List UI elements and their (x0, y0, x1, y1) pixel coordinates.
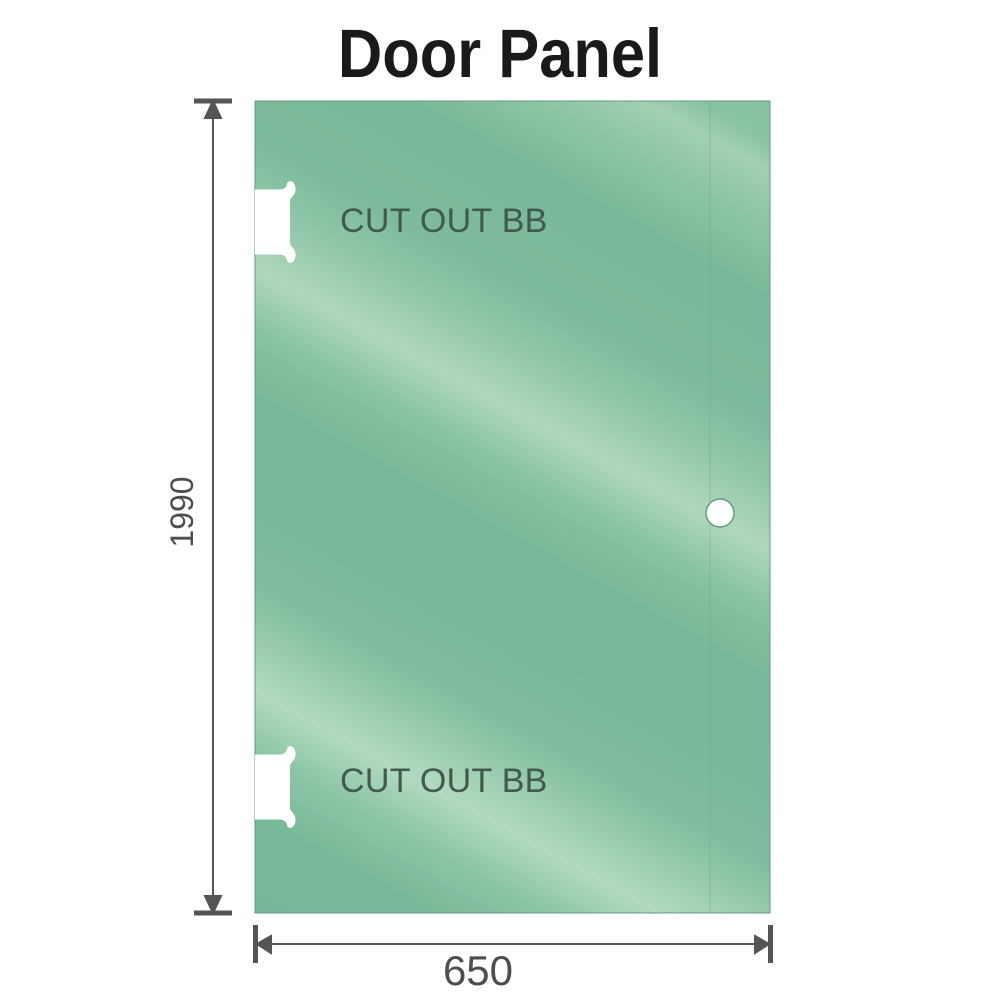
svg-text:CUT OUT BB: CUT OUT BB (340, 202, 548, 240)
svg-text:650: 650 (443, 947, 513, 994)
svg-text:CUT OUT BB: CUT OUT BB (340, 762, 548, 800)
svg-text:1990: 1990 (164, 476, 200, 547)
